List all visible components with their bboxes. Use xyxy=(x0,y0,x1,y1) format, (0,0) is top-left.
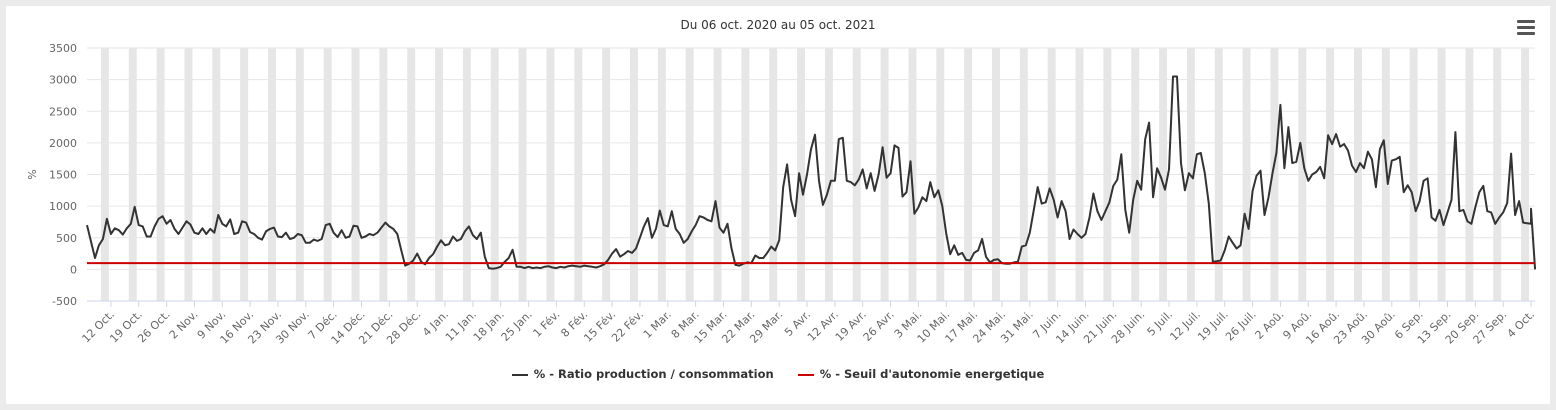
x-tick-label: 1 Fév. xyxy=(531,308,563,340)
legend: % - Ratio production / consommation % - … xyxy=(6,367,1550,381)
x-tick-label: 1 Mar. xyxy=(641,308,674,341)
y-axis: -500 0 500 1000 1500 2000 2500 3000 3500% xyxy=(26,42,77,308)
y-tick-label: 3500 xyxy=(49,42,77,55)
legend-label-ratio: % - Ratio production / consommation xyxy=(533,367,774,381)
y-tick-label: 1000 xyxy=(49,200,77,213)
chart-panel: Du 06 oct. 2020 au 05 oct. 2021 -500 0 500… xyxy=(6,6,1550,404)
y-axis-label: % xyxy=(26,169,39,179)
x-tick-label: 2 Aoû. xyxy=(1253,308,1287,342)
legend-swatch-ratio xyxy=(511,373,528,376)
series-line-ratio xyxy=(86,75,1536,270)
series-lines xyxy=(86,75,1536,270)
y-tick-label: 500 xyxy=(56,232,77,245)
x-tick-label: 26 Juil. xyxy=(1223,308,1259,344)
x-tick-label: 4 Oct. xyxy=(1505,308,1538,341)
chart-title: Du 06 oct. 2020 au 05 oct. 2021 xyxy=(680,18,876,32)
chart-plot: -500 0 500 1000 1500 2000 2500 3000 3500% 12 Oct… xyxy=(26,42,1538,347)
legend-label-seuil: % - Seuil d'autonomie energetique xyxy=(819,367,1045,381)
x-tick-label: 12 Juil. xyxy=(1167,308,1203,344)
y-tick-label: 2500 xyxy=(49,105,77,118)
hamburger-menu-icon[interactable] xyxy=(1517,20,1535,36)
legend-item-ratio[interactable]: % - Ratio production / consommation xyxy=(511,367,774,381)
y-tick-label: 2000 xyxy=(49,137,77,150)
legend-item-seuil[interactable]: % - Seuil d'autonomie energetique xyxy=(797,367,1045,381)
y-tick-label: -500 xyxy=(52,295,77,308)
x-tick-label: 19 Juil. xyxy=(1195,308,1231,344)
x-axis: 12 Oct.19 Oct.26 Oct.2 Nov.9 Nov.16 Nov.… xyxy=(80,300,1538,347)
legend-swatch-seuil xyxy=(797,373,814,376)
y-tick-label: 3000 xyxy=(49,74,77,87)
y-tick-label: 0 xyxy=(70,263,77,276)
x-tick-label: 26 Avr. xyxy=(861,308,897,344)
x-tick-label: 25 Jan. xyxy=(499,308,535,344)
y-tick-label: 1500 xyxy=(49,169,77,182)
x-tick-label: 2 Nov. xyxy=(167,308,201,342)
x-tick-label: 22 Fév. xyxy=(609,308,646,345)
